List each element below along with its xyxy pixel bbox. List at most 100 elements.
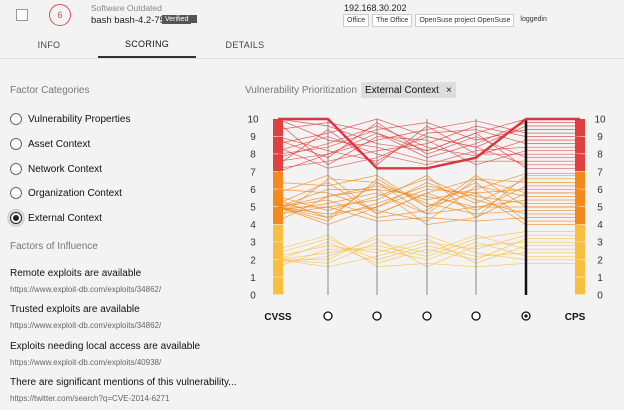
series-line xyxy=(277,238,580,264)
score-band xyxy=(575,259,585,277)
score-band xyxy=(575,189,585,207)
score-band xyxy=(575,171,585,189)
series-line xyxy=(277,241,580,268)
series-line xyxy=(277,174,580,215)
tick-label: 10 xyxy=(594,115,606,126)
series-line xyxy=(277,125,580,159)
select-checkbox[interactable] xyxy=(16,9,28,21)
radio-button-selected[interactable] xyxy=(10,212,22,224)
category-organization-context[interactable]: Organization Context xyxy=(10,187,122,199)
category-label: External Context xyxy=(28,212,102,224)
factor-link[interactable]: https://twitter.com/search?q=CVE-2014-62… xyxy=(10,394,170,403)
series-line xyxy=(277,118,580,152)
axis-handle xyxy=(323,311,333,321)
series-line xyxy=(277,118,580,148)
radio-button[interactable] xyxy=(10,163,22,175)
factor-link[interactable]: https://www.exploit-db.com/exploits/4093… xyxy=(10,358,162,367)
tab-info[interactable]: INFO xyxy=(37,39,61,50)
radio-button[interactable] xyxy=(10,187,22,199)
score-band xyxy=(273,277,283,295)
finding-title: bash bash-4.2-75.2 xyxy=(91,15,173,26)
category-asset-context[interactable]: Asset Context xyxy=(10,138,90,150)
tab-bar: INFO SCORING DETAILS xyxy=(0,31,624,59)
tag-chip[interactable]: Office xyxy=(343,14,370,27)
factor-link[interactable]: https://www.exploit-db.com/exploits/3486… xyxy=(10,321,162,330)
tag-chip[interactable]: OpenSuse project OpenSuse xyxy=(415,14,515,27)
series-line xyxy=(277,234,580,268)
category-label: Organization Context xyxy=(28,187,122,199)
asset-tags: Office The Office OpenSuse project OpenS… xyxy=(343,14,550,27)
tick-label: 1 xyxy=(597,273,603,284)
tick-label: 9 xyxy=(250,132,256,143)
factor-categories-heading: Factor Categories xyxy=(10,85,90,96)
document-icon[interactable] xyxy=(191,15,197,23)
count-badge: 6 xyxy=(49,4,71,26)
series-line xyxy=(277,125,580,166)
series-line xyxy=(277,234,580,268)
status-text: loggedin xyxy=(520,16,547,23)
series-line xyxy=(277,118,580,162)
series-line xyxy=(277,178,580,215)
series-line xyxy=(277,125,580,169)
series-line xyxy=(277,174,580,218)
tick-label: 6 xyxy=(597,185,603,196)
series-line xyxy=(277,178,580,218)
score-band xyxy=(575,154,585,172)
series-line xyxy=(277,173,580,208)
score-band xyxy=(575,242,585,260)
axis-label: CPS xyxy=(565,312,586,323)
factor-title: Exploits needing local access are availa… xyxy=(10,341,201,352)
series-line xyxy=(277,132,580,173)
score-band xyxy=(273,189,283,207)
tick-label: 4 xyxy=(250,220,256,231)
radio-button[interactable] xyxy=(10,113,22,125)
chip-label: External Context xyxy=(365,84,439,96)
score-band xyxy=(273,259,283,277)
series-line xyxy=(277,181,580,218)
series-line xyxy=(277,185,580,222)
series-line xyxy=(277,136,580,166)
factor-title: There are significant mentions of this v… xyxy=(10,377,237,388)
finding-subtitle: Software Outdated xyxy=(91,3,162,13)
tick-label: 3 xyxy=(597,238,603,249)
score-band xyxy=(273,224,283,242)
context-filter-chip: External Context × xyxy=(361,82,456,98)
tick-label: 2 xyxy=(597,255,603,266)
factors-of-influence-heading: Factors of Influence xyxy=(10,241,98,252)
tick-label: 0 xyxy=(597,291,603,302)
series-line xyxy=(277,122,580,166)
verified-badge: Verified xyxy=(162,15,192,24)
score-band xyxy=(575,119,585,136)
tab-details[interactable]: DETAILS xyxy=(225,39,265,50)
series-line xyxy=(277,178,580,222)
asset-ip: 192.168.30.202 xyxy=(344,3,407,13)
series-line xyxy=(277,185,580,218)
tick-label: 6 xyxy=(250,185,256,196)
series-line xyxy=(278,206,580,222)
axis-handle xyxy=(471,311,481,321)
influence-factor: There are significant mentions of this v… xyxy=(10,377,250,403)
tick-label: 8 xyxy=(250,150,256,161)
score-band xyxy=(273,207,283,224)
series-line xyxy=(277,122,580,159)
tick-label: 5 xyxy=(597,203,603,214)
tick-label: 2 xyxy=(250,255,256,266)
category-network-context[interactable]: Network Context xyxy=(10,163,102,175)
score-band xyxy=(273,136,283,154)
series-line xyxy=(277,189,580,208)
tab-scoring[interactable]: SCORING xyxy=(98,31,196,58)
series-line xyxy=(277,231,580,261)
tag-chip[interactable]: The Office xyxy=(372,14,413,27)
score-band xyxy=(273,119,283,136)
score-band xyxy=(575,224,585,242)
influence-factor: Trusted exploits are available https://w… xyxy=(10,304,250,330)
factor-title: Trusted exploits are available xyxy=(10,304,140,315)
category-external-context[interactable]: External Context xyxy=(10,212,102,224)
finding-header: 6 Software Outdated bash bash-4.2-75.2 V… xyxy=(0,0,624,31)
series-line xyxy=(277,182,580,215)
radio-button[interactable] xyxy=(10,138,22,150)
factor-link[interactable]: https://www.exploit-db.com/exploits/3486… xyxy=(10,285,162,294)
close-icon[interactable]: × xyxy=(445,84,452,96)
series-line xyxy=(277,234,580,264)
category-vulnerability-properties[interactable]: Vulnerability Properties xyxy=(10,113,130,125)
